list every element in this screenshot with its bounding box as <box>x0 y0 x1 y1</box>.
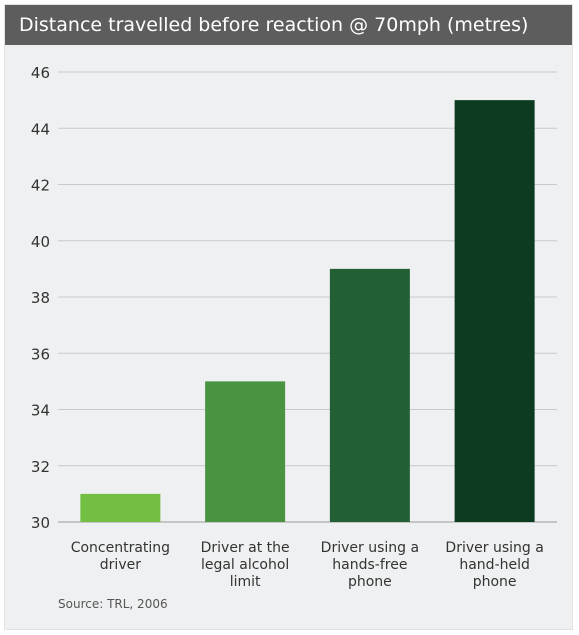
y-tick-label: 40 <box>31 233 50 251</box>
y-tick-label: 46 <box>31 64 50 82</box>
y-tick-label: 36 <box>31 345 50 363</box>
y-tick-label: 30 <box>31 514 50 532</box>
chart-title: Distance travelled before reaction @ 70m… <box>5 5 572 45</box>
y-tick-label: 38 <box>31 289 50 307</box>
x-tick-label: Driver using a hands-free phone <box>321 540 419 590</box>
y-tick-label: 34 <box>31 402 50 420</box>
bar <box>205 381 286 522</box>
bar <box>329 268 410 522</box>
y-tick-label: 42 <box>31 177 50 195</box>
bar <box>80 493 161 522</box>
x-tick-label: Driver at the legal alcohol limit <box>201 540 290 590</box>
bar <box>454 100 535 522</box>
y-tick-label: 32 <box>31 458 50 476</box>
x-tick-label: Driver using a hand-held phone <box>445 540 543 590</box>
source-note: Source: TRL, 2006 <box>58 597 168 611</box>
y-tick-label: 44 <box>31 120 50 138</box>
x-tick-label: Concentrating driver <box>71 540 170 573</box>
